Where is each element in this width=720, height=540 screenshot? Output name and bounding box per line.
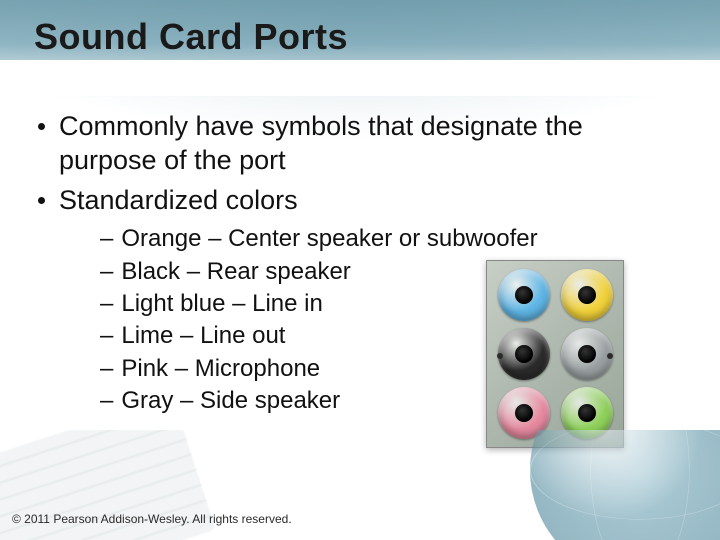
slide-title: Sound Card Ports: [34, 16, 348, 58]
sub-bullet-text: Orange – Center speaker or subwoofer: [121, 223, 537, 255]
dash-icon: –: [100, 256, 113, 288]
audio-jack-side-icon: [561, 328, 613, 380]
dash-icon: –: [100, 385, 113, 417]
copyright-text: © 2011 Pearson Addison-Wesley. All right…: [12, 512, 292, 526]
bullet-text: Standardized colors: [59, 184, 682, 218]
panel-screw-icon: [607, 353, 613, 359]
dash-icon: –: [100, 320, 113, 352]
header-swoosh: [0, 60, 720, 96]
audio-jack-center-icon: [561, 269, 613, 321]
sound-card-ports-image: [486, 260, 624, 448]
bullet-text: Commonly have symbols that designate the…: [59, 110, 682, 178]
dash-icon: –: [100, 288, 113, 320]
bullet-item: Commonly have symbols that designate the…: [38, 110, 682, 178]
sub-bullet-text: Pink – Microphone: [121, 353, 320, 385]
bullet-dot-icon: [38, 197, 45, 204]
bullet-dot-icon: [38, 123, 45, 130]
sub-bullet-item: – Orange – Center speaker or subwoofer: [100, 223, 682, 255]
sub-bullet-text: Lime – Line out: [121, 320, 285, 352]
sub-bullet-text: Light blue – Line in: [121, 288, 323, 320]
bullet-item: Standardized colors: [38, 184, 682, 218]
slide: Sound Card Ports Commonly have symbols t…: [0, 0, 720, 540]
audio-jack-line-in-icon: [498, 269, 550, 321]
audio-jack-mic-icon: [498, 387, 550, 439]
dash-icon: –: [100, 223, 113, 255]
audio-jack-rear-icon: [498, 328, 550, 380]
panel-screw-icon: [497, 353, 503, 359]
sub-bullet-text: Gray – Side speaker: [121, 385, 340, 417]
dash-icon: –: [100, 353, 113, 385]
sub-bullet-text: Black – Rear speaker: [121, 256, 350, 288]
audio-jack-line-out-icon: [561, 387, 613, 439]
